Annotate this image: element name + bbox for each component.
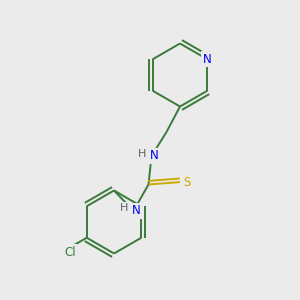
- Text: H: H: [138, 148, 147, 159]
- Text: Cl: Cl: [64, 245, 76, 259]
- Text: H: H: [120, 203, 129, 214]
- Text: N: N: [203, 53, 212, 66]
- Text: N: N: [131, 204, 140, 218]
- Text: N: N: [149, 149, 158, 163]
- Text: S: S: [183, 176, 190, 189]
